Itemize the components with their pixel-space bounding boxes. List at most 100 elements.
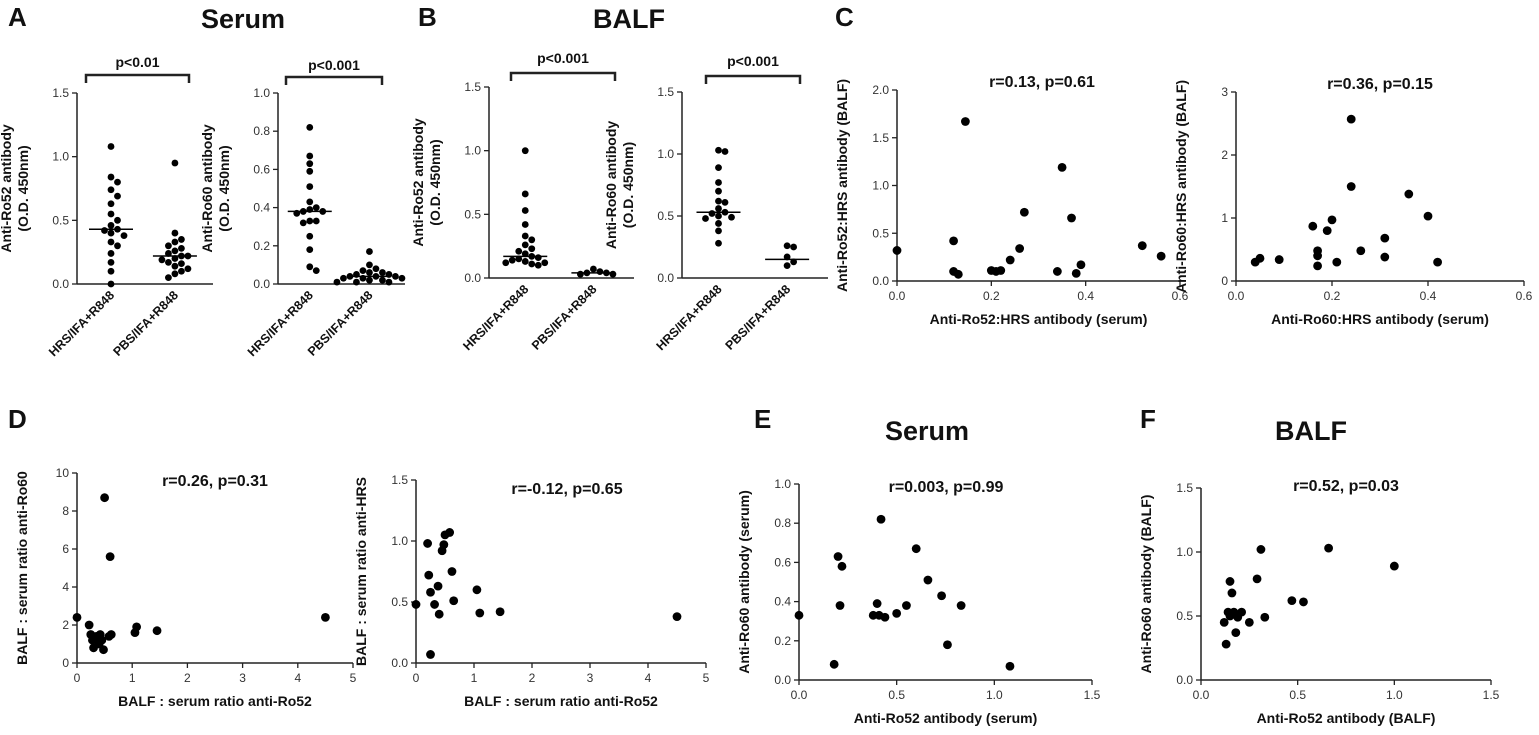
x-tick-label: 5 xyxy=(350,671,357,685)
y-axis-label: Anti-Ro52 antibody(O.D. 450nm) xyxy=(0,124,31,253)
data-point xyxy=(165,274,172,282)
x-tick-label: 0.2 xyxy=(983,289,1000,303)
chart-f-balf-correlation: 0.0 0.5 1.0 1.5 Anti-Ro60 antibody (BALF) 0.0… xyxy=(1138,478,1500,726)
data-point xyxy=(1067,213,1076,223)
panel-title-f: BALF xyxy=(1275,416,1347,446)
data-point xyxy=(319,208,327,215)
y-tick-label: 1.5 xyxy=(464,80,481,94)
y-tick-label: 3 xyxy=(1221,85,1228,99)
x-tick-label: 1.0 xyxy=(986,688,1003,702)
y-axis-label-line: Anti-Ro60 antibody (serum) xyxy=(736,490,752,674)
data-point xyxy=(107,250,115,257)
data-point xyxy=(508,256,516,264)
data-point xyxy=(165,258,172,266)
data-point xyxy=(306,206,314,213)
panel-letter-a: A xyxy=(8,2,27,32)
data-point xyxy=(312,267,320,275)
data-point xyxy=(1252,574,1262,584)
data-point xyxy=(1231,628,1241,638)
data-point xyxy=(1221,639,1231,649)
data-point xyxy=(114,216,121,224)
data-point xyxy=(171,229,179,237)
data-point xyxy=(715,212,722,220)
data-point xyxy=(790,243,798,251)
chart-b2-ro60-balf: 0.0 0.5 1.0 1.5 Anti-Ro60 antibody(O.D. 450n… xyxy=(603,53,828,353)
data-point xyxy=(837,561,847,571)
category-label: HRS/IFA+R848 xyxy=(654,282,725,353)
data-point xyxy=(1423,211,1433,221)
y-axis-label: Anti-Ro60 antibody (BALF) xyxy=(1138,495,1154,674)
x-tick-label: 4 xyxy=(294,671,301,685)
data-point xyxy=(1256,545,1266,554)
y-tick-label: 2 xyxy=(1221,148,1228,162)
chart-a2-ro60-serum: 0.0 0.2 0.4 0.6 0.8 1.0 Anti-Ro60 antibody(O.D… xyxy=(199,57,406,359)
x-tick-label: 1.5 xyxy=(1084,688,1101,702)
data-point xyxy=(306,167,314,175)
data-point xyxy=(960,117,970,126)
data-point xyxy=(306,160,314,168)
data-point xyxy=(359,267,367,275)
data-point xyxy=(1346,114,1356,124)
data-point xyxy=(472,585,482,595)
data-point xyxy=(107,143,115,150)
data-point xyxy=(178,236,185,243)
data-point xyxy=(1225,577,1235,586)
y-tick-label: 0.5 xyxy=(464,207,481,221)
y-axis-label: Anti-Ro60 antibody (serum) xyxy=(736,490,752,674)
panel-letter-f: F xyxy=(1140,404,1156,434)
y-tick-label: 1.0 xyxy=(52,150,69,164)
p-value-label: p<0.01 xyxy=(116,54,160,70)
data-point xyxy=(528,252,536,260)
data-point xyxy=(715,146,722,154)
data-point xyxy=(385,278,393,286)
y-axis-label: Anti-Ro60 antibody(O.D. 450nm) xyxy=(199,124,232,253)
significance-bracket xyxy=(509,71,617,81)
panel-letter-d: D xyxy=(8,404,27,434)
y-tick-label: 2.0 xyxy=(872,83,889,97)
x-tick-label: 1 xyxy=(129,671,136,685)
correlation-label: r=0.13, p=0.61 xyxy=(989,74,1095,91)
data-point xyxy=(1404,189,1414,199)
data-point xyxy=(449,596,459,606)
y-axis-label-line: Anti-Ro60 antibody (BALF) xyxy=(1138,495,1154,674)
data-point xyxy=(165,242,172,250)
x-axis-label: BALF : serum ratio anti-Ro52 xyxy=(118,693,312,709)
significance-bracket xyxy=(704,74,802,84)
data-point xyxy=(430,600,439,609)
data-point xyxy=(312,204,320,212)
data-point xyxy=(721,148,729,155)
data-point xyxy=(114,178,121,186)
y-tick-label: 6 xyxy=(62,542,69,556)
data-point xyxy=(366,261,373,269)
data-point xyxy=(521,207,529,214)
data-point xyxy=(1380,233,1390,243)
data-point xyxy=(171,247,179,255)
data-point xyxy=(783,242,791,250)
data-point xyxy=(534,254,542,262)
data-point xyxy=(892,608,902,618)
y-axis-label-line: (O.D. 450nm) xyxy=(427,139,443,225)
x-tick-label: 0.2 xyxy=(1324,289,1341,303)
data-point xyxy=(590,265,597,273)
data-point xyxy=(502,259,510,267)
data-point xyxy=(1244,618,1254,627)
data-point xyxy=(1015,244,1025,253)
data-point xyxy=(1346,182,1356,191)
data-point xyxy=(715,205,722,212)
y-tick-label: 1.0 xyxy=(1176,545,1193,559)
x-axis-label: Anti-Ro52 antibody (BALF) xyxy=(1257,710,1436,726)
x-tick-label: 1.5 xyxy=(1483,688,1500,702)
data-point xyxy=(99,645,108,655)
data-point xyxy=(783,253,791,261)
data-point xyxy=(114,242,121,250)
data-point xyxy=(475,608,485,618)
data-point xyxy=(106,630,116,639)
x-tick-label: 0.0 xyxy=(791,688,808,702)
data-point xyxy=(346,272,354,280)
y-tick-label: 0.0 xyxy=(872,274,889,288)
data-point xyxy=(434,609,444,619)
data-point xyxy=(84,620,94,630)
data-point xyxy=(372,265,380,273)
